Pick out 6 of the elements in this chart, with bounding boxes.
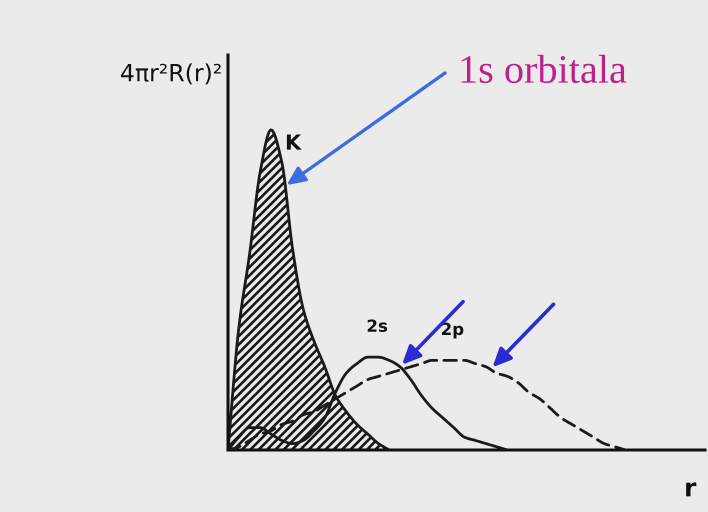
series-label: 2s [368,319,388,332]
series-label: K [286,134,302,150]
x-axis-title: r [686,482,696,496]
y-axis-title: 4πr²R(r)² [121,63,221,84]
series-label: 2p [442,322,464,338]
text: 1s orbitala [462,54,626,84]
